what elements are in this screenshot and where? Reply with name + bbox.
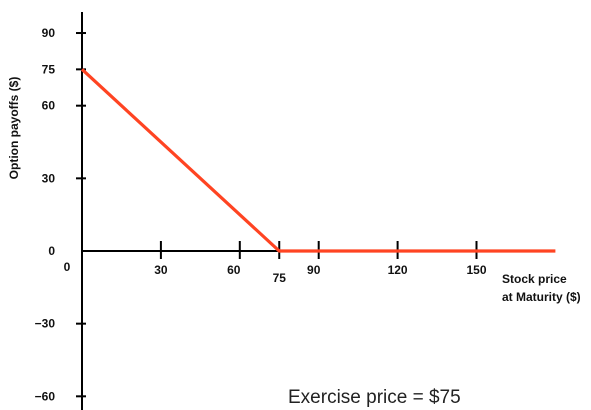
x-tick-label-30: 30 — [154, 263, 168, 277]
y-tick-label-90: 90 — [42, 26, 56, 40]
x-tick-label-75: 75 — [273, 271, 287, 285]
x-axis-title-line-2: at Maturity ($) — [502, 290, 581, 304]
payoff-line-series-0 — [80, 68, 556, 253]
x-tick-label-60: 60 — [227, 263, 241, 277]
x-tick-label-150: 150 — [466, 263, 486, 277]
labels-group: 90 75 60 30 0 −30 −60 0 30 60 75 90 120 150 Option pay… — [7, 26, 581, 408]
y-tick-label--30: −30 — [35, 317, 56, 331]
y-tick-label-75: 75 — [42, 62, 56, 76]
y-tick-label-0: 0 — [48, 244, 55, 258]
x-axis-title-line-1: Stock price — [502, 272, 567, 286]
axes — [76, 12, 545, 410]
y-tick-label-30: 30 — [42, 171, 56, 185]
exercise-price-annotation: Exercise price = $75 — [288, 387, 461, 408]
y-axis-title: Option payoffs ($) — [7, 77, 21, 180]
x-tick-label-120: 120 — [388, 263, 408, 277]
x-tick-label-90: 90 — [307, 263, 321, 277]
x-tick-label-0: 0 — [64, 260, 71, 274]
series-group — [80, 68, 556, 253]
y-tick-label-60: 60 — [42, 99, 56, 113]
y-tick-label--60: −60 — [35, 389, 56, 403]
